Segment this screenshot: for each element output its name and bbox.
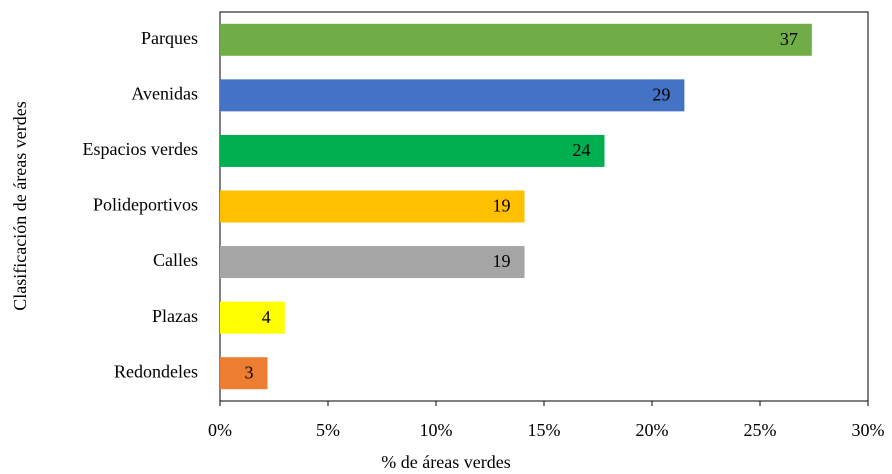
y-tick-label: Polideportivos — [93, 195, 198, 215]
x-tick-label: 5% — [316, 420, 340, 440]
y-tick-label: Plazas — [152, 306, 198, 326]
bar — [220, 190, 525, 223]
data-label: 19 — [493, 251, 511, 271]
x-tick-label: 30% — [852, 420, 885, 440]
data-label: 3 — [245, 362, 254, 382]
bar — [220, 301, 285, 334]
y-tick-label: Parques — [141, 28, 198, 48]
y-tick-label: Calles — [153, 250, 198, 270]
x-tick-label: 10% — [420, 420, 453, 440]
bar — [220, 134, 605, 167]
bar — [220, 23, 812, 56]
x-tick-label: 15% — [528, 420, 561, 440]
data-label: 24 — [572, 140, 590, 160]
data-label: 4 — [262, 307, 271, 327]
y-axis-title: Clasificación de áreas verdes — [10, 101, 30, 310]
data-label: 37 — [780, 29, 798, 49]
data-label: 29 — [652, 84, 670, 104]
x-tick-label: 0% — [208, 420, 232, 440]
y-tick-label: Avenidas — [131, 83, 198, 103]
data-label: 19 — [493, 196, 511, 216]
bar — [220, 357, 268, 390]
y-tick-label: Espacios verdes — [83, 139, 198, 159]
x-axis-title: % de áreas verdes — [381, 452, 510, 472]
bar — [220, 246, 525, 279]
bar — [220, 79, 685, 112]
y-tick-label: Redondeles — [114, 361, 198, 381]
x-tick-label: 25% — [744, 420, 777, 440]
x-tick-label: 20% — [636, 420, 669, 440]
